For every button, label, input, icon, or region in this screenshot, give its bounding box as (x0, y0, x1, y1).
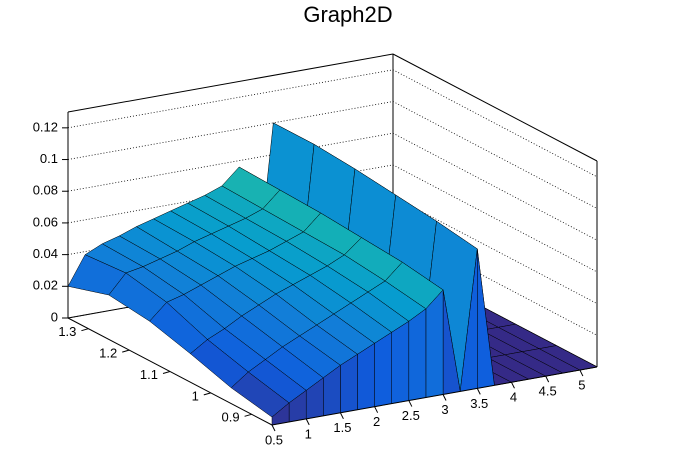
grid-line (67, 101, 598, 209)
x-tick (271, 424, 276, 432)
x-tick (374, 406, 379, 413)
x-tick (545, 375, 550, 383)
y-tick-label: 1.1 (140, 367, 158, 382)
x-tick (408, 400, 413, 407)
chart-title: Graph2D (303, 2, 392, 27)
x-tick-label: 3.5 (470, 396, 488, 411)
grid-line (67, 69, 598, 178)
x-tick-label: 5 (578, 377, 585, 392)
box-edge (67, 53, 394, 113)
surface-cell (408, 308, 427, 401)
x-tick-label: 2.5 (402, 408, 420, 423)
y-tick (162, 371, 171, 374)
z-tick-label: 0 (51, 309, 58, 324)
surface-cell (374, 331, 392, 407)
x-tick-label: 3 (441, 402, 448, 417)
x-tick (579, 369, 584, 377)
x-tick (442, 394, 447, 401)
x-tick-label: 2 (373, 414, 380, 429)
y-tick (122, 349, 130, 353)
z-tick-label: 0.04 (33, 246, 58, 261)
surface-cell (357, 342, 375, 410)
x-tick-label: 1 (305, 426, 312, 441)
y-tick (244, 413, 252, 417)
x-tick (476, 388, 481, 395)
grid-line (67, 132, 598, 241)
z-tick-label: 0.12 (33, 119, 58, 134)
x-tick (339, 412, 344, 420)
box-edge (392, 53, 598, 162)
y-tick-label: 1 (192, 388, 199, 403)
y-tick-label: 1.3 (58, 324, 76, 339)
surface-cell (391, 320, 410, 404)
z-tick-label: 0.1 (40, 151, 58, 166)
x-tick-label: 0.5 (265, 432, 283, 447)
x-tick (511, 382, 515, 389)
x-tick-label: 4 (510, 390, 517, 405)
y-tick-label: 0.9 (222, 410, 240, 425)
z-tick-label: 0.08 (33, 183, 58, 198)
x-tick-label: 4.5 (539, 384, 557, 399)
x-tick-label: 1.5 (333, 420, 351, 435)
y-tick (81, 328, 89, 332)
z-tick-label: 0.02 (33, 278, 58, 293)
x-tick (305, 418, 310, 426)
z-tick-label: 0.06 (33, 214, 58, 229)
y-tick-label: 1.2 (99, 346, 117, 361)
box-edge (271, 366, 598, 426)
grid-line (67, 164, 598, 273)
y-tick (203, 392, 211, 396)
surface-cell (425, 289, 444, 398)
